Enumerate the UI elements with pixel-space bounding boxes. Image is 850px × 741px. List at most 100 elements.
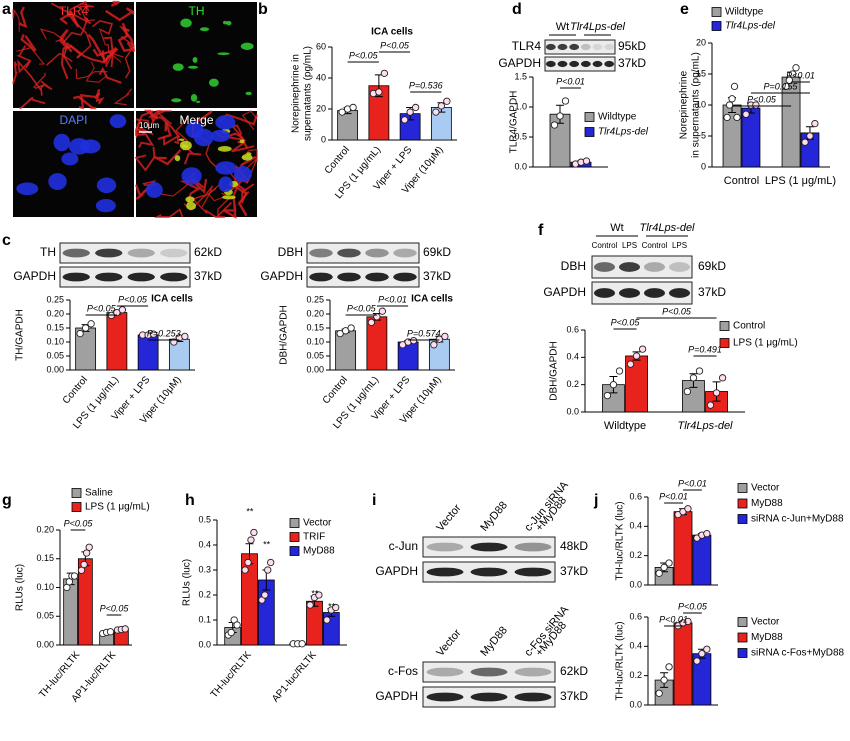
blot-band (644, 288, 665, 298)
blot-size: 37kD (560, 564, 588, 578)
x-tick-label: Control (61, 375, 90, 407)
data-point (811, 119, 819, 128)
nucleus (95, 199, 116, 213)
data-point (638, 345, 647, 353)
blot-strip (59, 266, 191, 288)
y-tick-label: 0.1 (198, 614, 211, 624)
th-signal (239, 139, 245, 144)
y-tick-label: 0.6 (629, 491, 642, 501)
data-point (632, 352, 641, 360)
legend-label: siRNA c-Fos+MyD88 (751, 648, 845, 659)
th-signal (208, 78, 219, 87)
y-tick-label: 0.00 (46, 364, 64, 374)
data-point (315, 591, 323, 599)
blot-band (127, 248, 155, 258)
data-point (706, 401, 715, 409)
legend-swatch (719, 338, 730, 348)
legend-swatch (289, 518, 300, 528)
annotation: P<0.01 (659, 491, 688, 501)
panel-letter: g (2, 492, 12, 509)
legend-swatch (711, 7, 722, 17)
annotation: P=0.574 (407, 328, 441, 338)
blot-band (557, 60, 568, 68)
x-tick-label: AP1-luc/RLTK (270, 649, 319, 704)
x-tick-label: Control (724, 175, 759, 187)
y-tick-label: 5 (701, 130, 706, 140)
blot-band (309, 272, 333, 282)
blot-band (470, 542, 508, 552)
blot-band (514, 567, 552, 577)
th-signal (240, 42, 254, 50)
micrograph-label: Merge (179, 113, 213, 127)
data-point (76, 329, 84, 338)
annotation: P<0.01 (786, 70, 815, 80)
legend-label: Tlr4Lps-del (725, 21, 776, 32)
y-tick-label: 0.05 (36, 611, 54, 621)
chart-title: ICA cells (411, 294, 453, 305)
blot-strip (591, 281, 693, 305)
blot-size: 69kD (423, 245, 451, 259)
legend-swatch (711, 21, 722, 31)
blot-band (95, 272, 123, 282)
cell-filament (62, 17, 89, 44)
cell-filament (50, 2, 92, 25)
data-point (561, 97, 570, 105)
data-point (430, 341, 438, 349)
data-point (406, 108, 414, 116)
cell-filament (241, 110, 258, 131)
data-point (684, 617, 692, 626)
data-point (247, 536, 255, 544)
annotation: P=0.491 (688, 344, 722, 354)
annotation: P<0.01 (378, 294, 407, 304)
panel-letter: b (258, 1, 268, 18)
x-tick-label: Control (323, 145, 352, 177)
blot-size: 37kD (698, 285, 726, 299)
data-point (81, 324, 90, 332)
data-point (87, 320, 95, 328)
cell-filament (92, 19, 114, 35)
legend-swatch (71, 488, 82, 498)
nucleus (215, 115, 236, 130)
data-point (730, 82, 739, 91)
cell-filament (118, 25, 136, 53)
blot-strip (544, 39, 616, 55)
annotation: P<0.05 (678, 601, 708, 611)
data-point (550, 121, 559, 129)
blot-band (62, 272, 90, 282)
th-signal (199, 27, 210, 32)
data-point (432, 108, 440, 116)
y-tick-label: 0.15 (306, 322, 324, 332)
legend-swatch (737, 483, 748, 493)
data-point (693, 657, 701, 665)
cell-filament (222, 196, 237, 220)
legend-label: LPS (1 μg/mL) (85, 502, 150, 513)
y-tick-label: 0.3 (198, 564, 211, 574)
data-point (684, 505, 692, 513)
data-point (806, 132, 814, 140)
data-point (400, 116, 409, 124)
data-point (725, 101, 734, 109)
y-axis-label: Norepinephrine (679, 70, 690, 139)
y-tick-label: 0.05 (306, 350, 324, 360)
cell-filament (105, 7, 135, 22)
y-tick-label: 0.0 (629, 579, 642, 589)
blot-strip (544, 56, 616, 72)
nucleus (16, 182, 39, 196)
data-point (267, 558, 275, 567)
annotation: P<0.05 (380, 40, 410, 50)
legend-label: Vector (303, 518, 332, 529)
annotation: P<0.01 (556, 76, 585, 86)
annotation: P<0.05 (349, 50, 379, 60)
data-point (375, 88, 383, 96)
cell-filament (241, 183, 255, 204)
y-tick-label: 20 (696, 37, 706, 47)
blot-band (557, 43, 568, 51)
data-point (118, 306, 127, 314)
y-tick-label: 0.25 (46, 294, 64, 304)
chart-title: ICA cells (371, 27, 413, 38)
th-signal (174, 155, 181, 162)
bar (106, 312, 128, 371)
blot-strip (306, 242, 420, 264)
lane-label: LPS (622, 241, 637, 250)
micrograph (136, 2, 257, 108)
